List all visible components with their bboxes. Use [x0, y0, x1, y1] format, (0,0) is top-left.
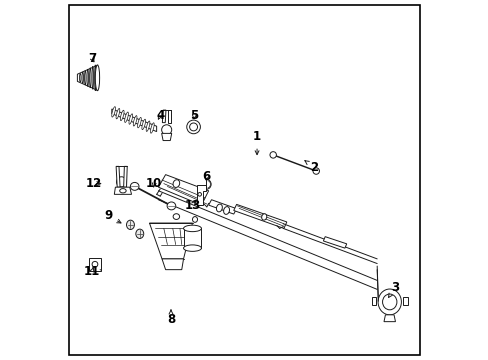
Ellipse shape [87, 69, 88, 86]
Polygon shape [383, 315, 395, 321]
Ellipse shape [223, 207, 229, 214]
Text: 5: 5 [190, 109, 198, 122]
Ellipse shape [89, 68, 91, 88]
Ellipse shape [120, 110, 124, 121]
Polygon shape [116, 166, 120, 187]
Ellipse shape [80, 73, 81, 82]
Polygon shape [162, 259, 183, 270]
Ellipse shape [136, 229, 143, 238]
Text: 10: 10 [146, 177, 162, 190]
Ellipse shape [112, 107, 115, 117]
Ellipse shape [173, 214, 179, 220]
Ellipse shape [92, 261, 98, 267]
Ellipse shape [382, 294, 396, 310]
Polygon shape [88, 258, 101, 271]
Ellipse shape [312, 168, 319, 174]
Ellipse shape [130, 183, 139, 190]
Text: 7: 7 [88, 51, 96, 64]
Polygon shape [123, 166, 127, 187]
Polygon shape [371, 297, 375, 305]
Ellipse shape [94, 65, 96, 91]
Text: 2: 2 [305, 161, 318, 174]
Ellipse shape [261, 214, 266, 220]
Ellipse shape [92, 66, 93, 89]
Text: 1: 1 [252, 130, 261, 154]
Polygon shape [323, 237, 346, 248]
Ellipse shape [126, 220, 134, 229]
Text: 8: 8 [166, 310, 175, 327]
Ellipse shape [150, 123, 154, 133]
Polygon shape [77, 65, 97, 90]
Ellipse shape [183, 245, 201, 251]
Polygon shape [208, 200, 236, 214]
Polygon shape [158, 175, 208, 205]
Ellipse shape [116, 177, 126, 187]
Ellipse shape [192, 217, 197, 222]
Ellipse shape [133, 116, 137, 126]
Ellipse shape [173, 180, 179, 188]
Ellipse shape [198, 193, 201, 196]
Text: 3: 3 [388, 281, 398, 297]
Ellipse shape [186, 120, 200, 134]
Ellipse shape [183, 225, 201, 231]
Ellipse shape [377, 289, 401, 315]
Text: 4: 4 [156, 109, 164, 122]
Text: 9: 9 [104, 210, 121, 223]
Polygon shape [162, 134, 171, 140]
Text: 11: 11 [84, 265, 100, 278]
Ellipse shape [189, 123, 197, 131]
Ellipse shape [167, 202, 175, 210]
Ellipse shape [146, 121, 150, 131]
Polygon shape [168, 110, 171, 123]
Text: 6: 6 [203, 170, 210, 183]
Polygon shape [112, 109, 156, 132]
Polygon shape [114, 187, 131, 194]
Ellipse shape [124, 112, 128, 122]
Ellipse shape [84, 71, 86, 85]
Ellipse shape [142, 119, 145, 130]
Polygon shape [233, 204, 286, 228]
Ellipse shape [95, 65, 100, 91]
Polygon shape [196, 185, 206, 205]
Polygon shape [403, 297, 407, 305]
Ellipse shape [129, 114, 132, 124]
Text: 12: 12 [85, 177, 102, 190]
Ellipse shape [116, 108, 120, 119]
Ellipse shape [120, 189, 126, 193]
Ellipse shape [269, 152, 276, 158]
Polygon shape [149, 223, 192, 259]
Text: 13: 13 [184, 199, 200, 212]
Polygon shape [183, 228, 201, 248]
Ellipse shape [82, 72, 83, 84]
Ellipse shape [162, 125, 171, 135]
Polygon shape [162, 110, 165, 123]
Ellipse shape [216, 204, 222, 212]
Ellipse shape [137, 117, 141, 128]
